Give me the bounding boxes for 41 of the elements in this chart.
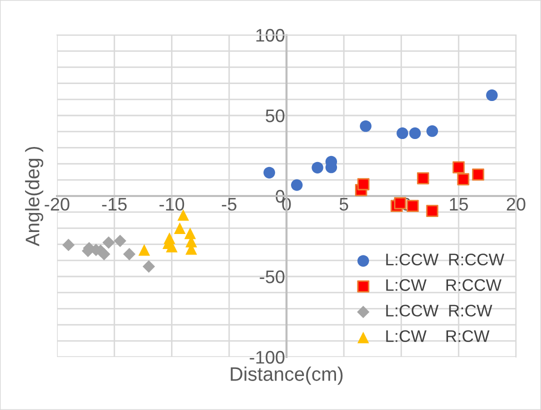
x-tick-label: -5 [222, 198, 236, 211]
point [123, 248, 136, 260]
point [409, 127, 421, 140]
point [174, 222, 186, 234]
point [164, 232, 176, 244]
point [138, 244, 150, 256]
point [472, 168, 484, 181]
x-tick-label: 5 [340, 198, 348, 211]
point [142, 260, 156, 273]
point [102, 236, 115, 249]
point [98, 248, 110, 260]
point [457, 173, 470, 186]
x-tick-label: 20 [506, 198, 526, 211]
point [426, 204, 438, 218]
legend-label: L:CCW R:CCW [386, 254, 504, 266]
x-tick-label: 15 [450, 198, 468, 211]
point [114, 234, 126, 248]
y-axis-title: Angle(deg ) [25, 146, 44, 246]
point [416, 172, 430, 184]
point [312, 162, 324, 174]
point [62, 238, 75, 252]
legend-label: L:CCW R:CW [386, 304, 492, 317]
point [452, 161, 465, 174]
x-tick-label: -20 [44, 198, 70, 211]
y-tick-label: -50 [260, 270, 284, 284]
point [177, 209, 190, 221]
point [291, 179, 303, 191]
point [426, 125, 438, 137]
point [486, 89, 498, 102]
x-tick-label: -15 [102, 198, 127, 211]
point [396, 127, 408, 140]
x-axis-title: Distance(cm) [230, 366, 343, 385]
legend-label: L:CW R:CCW [386, 279, 502, 291]
point [184, 228, 196, 240]
point [263, 166, 276, 178]
y-tick-label: 50 [266, 109, 284, 122]
point [357, 178, 370, 190]
point [360, 120, 372, 132]
y-tick-label: -100 [250, 350, 284, 364]
x-tick-label: -10 [160, 198, 184, 211]
legend-label: L:CW R:CW [386, 330, 490, 342]
